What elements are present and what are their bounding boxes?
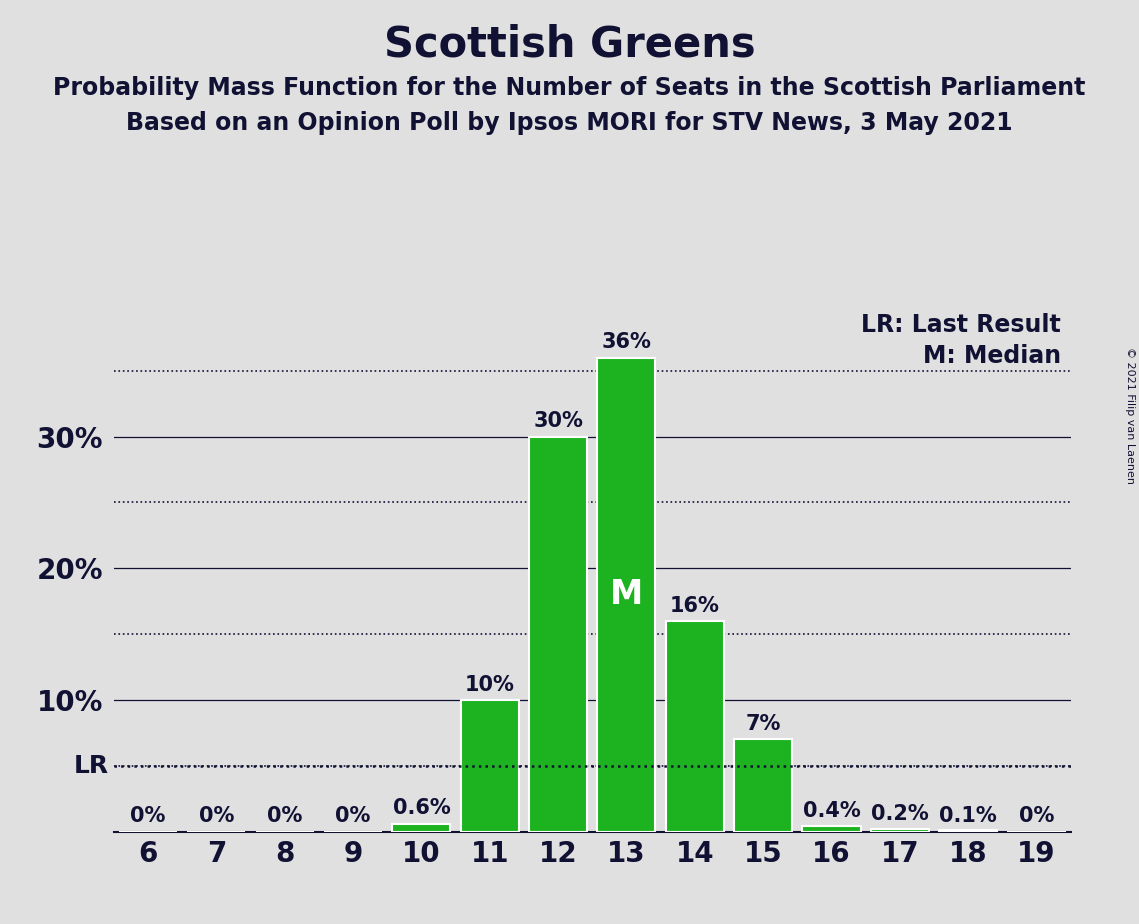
Text: 0%: 0% (335, 807, 371, 826)
Text: 0%: 0% (1018, 807, 1055, 826)
Bar (734, 739, 792, 832)
Text: © 2021 Filip van Laenen: © 2021 Filip van Laenen (1125, 347, 1134, 484)
Text: 0.6%: 0.6% (393, 798, 450, 819)
Text: 36%: 36% (601, 333, 652, 352)
Bar (802, 826, 860, 832)
Text: 0.1%: 0.1% (940, 807, 997, 826)
Text: Based on an Opinion Poll by Ipsos MORI for STV News, 3 May 2021: Based on an Opinion Poll by Ipsos MORI f… (126, 111, 1013, 135)
Text: M: Median: M: Median (923, 345, 1062, 369)
Text: 0%: 0% (267, 807, 303, 826)
Text: 30%: 30% (533, 411, 583, 432)
Text: 10%: 10% (465, 675, 515, 695)
Text: Scottish Greens: Scottish Greens (384, 23, 755, 65)
Text: 0.2%: 0.2% (871, 804, 928, 823)
Text: 7%: 7% (745, 714, 781, 735)
Text: LR: Last Result: LR: Last Result (861, 313, 1062, 337)
Bar (528, 437, 587, 832)
Bar (939, 831, 997, 832)
Bar (665, 621, 723, 832)
Text: 0%: 0% (130, 807, 166, 826)
Text: 16%: 16% (670, 596, 720, 615)
Bar (597, 358, 655, 832)
Text: 0.4%: 0.4% (803, 801, 860, 821)
Text: Probability Mass Function for the Number of Seats in the Scottish Parliament: Probability Mass Function for the Number… (54, 76, 1085, 100)
Text: LR: LR (74, 754, 109, 778)
Text: 0%: 0% (198, 807, 235, 826)
Bar (870, 829, 928, 832)
Text: M: M (609, 578, 644, 611)
Bar (460, 700, 518, 832)
Bar (392, 823, 450, 832)
